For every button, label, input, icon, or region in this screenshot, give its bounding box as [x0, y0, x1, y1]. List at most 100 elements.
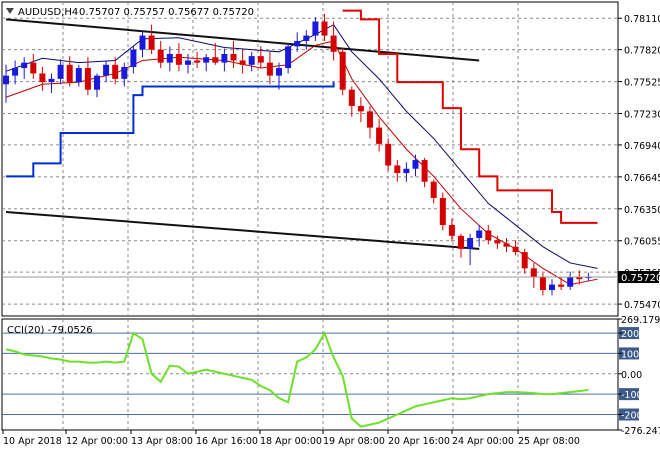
candle[interactable]	[448, 218, 455, 242]
candle[interactable]	[248, 51, 255, 72]
candle[interactable]	[394, 160, 401, 182]
candle[interactable]	[230, 40, 237, 69]
candle[interactable]	[567, 271, 574, 291]
candle-body	[148, 35, 155, 50]
price-tick-label: 0.75470	[624, 300, 660, 311]
candle[interactable]	[148, 24, 155, 54]
candle[interactable]	[48, 73, 55, 93]
candle[interactable]	[94, 73, 100, 98]
lower-channel-line	[6, 82, 335, 178]
candle-body	[530, 268, 537, 278]
candle-body	[476, 230, 483, 239]
price-tick-label: 0.77230	[624, 110, 660, 121]
candle[interactable]	[576, 270, 583, 285]
candle[interactable]	[549, 279, 555, 296]
candle[interactable]	[530, 262, 537, 288]
price-panel[interactable]: AUDUSD,H4 0.75707 0.75757 0.75677 0.7572…	[1, 1, 619, 317]
candle[interactable]	[467, 233, 474, 266]
symbol-timeframe: AUDUSD,H4	[18, 7, 78, 18]
candle-body	[185, 60, 191, 65]
candle[interactable]	[266, 51, 273, 85]
candle[interactable]	[303, 30, 310, 50]
candle-body	[175, 53, 182, 65]
candle[interactable]	[221, 48, 228, 72]
candle[interactable]	[103, 60, 110, 83]
candle[interactable]	[75, 64, 82, 87]
candle-body	[330, 35, 337, 52]
cci-panel[interactable]: CCI(20) -79.0526	[1, 318, 619, 431]
candle[interactable]	[57, 59, 64, 85]
time-tick-label: 12 Apr 00:00	[66, 436, 128, 447]
candle[interactable]	[203, 53, 210, 72]
candle[interactable]	[403, 162, 410, 182]
candle[interactable]	[512, 240, 519, 256]
candle[interactable]	[194, 51, 201, 69]
candle[interactable]	[121, 62, 128, 87]
candle[interactable]	[66, 56, 73, 87]
candlestick-series[interactable]	[3, 13, 592, 296]
candle[interactable]	[185, 53, 191, 74]
candle-body	[521, 252, 528, 269]
candle[interactable]	[503, 238, 510, 253]
candle[interactable]	[157, 40, 164, 69]
candle[interactable]	[412, 154, 419, 177]
price-tick-label: 0.76645	[624, 173, 660, 184]
candle[interactable]	[112, 57, 119, 85]
candle[interactable]	[84, 57, 91, 96]
candle-body	[130, 49, 137, 67]
candle[interactable]	[430, 179, 437, 204]
candle[interactable]	[330, 21, 337, 61]
candle[interactable]	[348, 86, 355, 117]
candle[interactable]	[30, 53, 37, 79]
candle[interactable]	[367, 105, 373, 139]
candle[interactable]	[285, 43, 292, 74]
candle-body	[412, 160, 419, 169]
candle-body	[248, 56, 255, 65]
price-tick-label: 0.77820	[624, 46, 660, 57]
candle-body	[312, 21, 319, 36]
candle[interactable]	[321, 13, 328, 41]
candle[interactable]	[558, 277, 565, 291]
candle[interactable]	[421, 157, 428, 188]
candle[interactable]	[494, 235, 501, 249]
candle[interactable]	[3, 64, 9, 103]
candle[interactable]	[21, 57, 28, 79]
candle[interactable]	[521, 248, 528, 274]
candle[interactable]	[12, 60, 19, 85]
candle[interactable]	[458, 233, 464, 258]
candle[interactable]	[539, 272, 546, 296]
current-price-tag: 0.75720	[2, 271, 660, 284]
candle[interactable]	[485, 225, 492, 245]
cci-tick-label: -200	[621, 410, 643, 421]
candle[interactable]	[312, 17, 319, 41]
candle[interactable]	[139, 30, 146, 58]
candle[interactable]	[257, 46, 264, 69]
candle[interactable]	[39, 66, 46, 91]
candle[interactable]	[376, 118, 383, 152]
candle[interactable]	[439, 192, 446, 231]
candle[interactable]	[476, 225, 483, 247]
trendline[interactable]	[5, 211, 480, 250]
candle[interactable]	[339, 47, 346, 96]
candle[interactable]	[212, 43, 219, 65]
symbol-dropdown-icon[interactable]	[6, 8, 14, 14]
candle[interactable]	[294, 32, 301, 52]
candle[interactable]	[239, 49, 246, 74]
candle[interactable]	[175, 43, 182, 72]
candle[interactable]	[130, 46, 137, 74]
candle-body	[403, 168, 410, 174]
time-tick-label: 25 Apr 08:00	[518, 436, 580, 447]
candle[interactable]	[385, 138, 392, 171]
candle-body	[66, 64, 73, 83]
candle-body	[485, 230, 492, 241]
candle[interactable]	[357, 97, 364, 123]
candle-body	[75, 68, 82, 83]
candle-body	[239, 60, 246, 65]
candle-body	[439, 197, 446, 226]
trendline[interactable]	[5, 18, 480, 62]
cci-level-box	[619, 408, 639, 421]
candle[interactable]	[166, 46, 173, 72]
candle[interactable]	[276, 62, 282, 90]
